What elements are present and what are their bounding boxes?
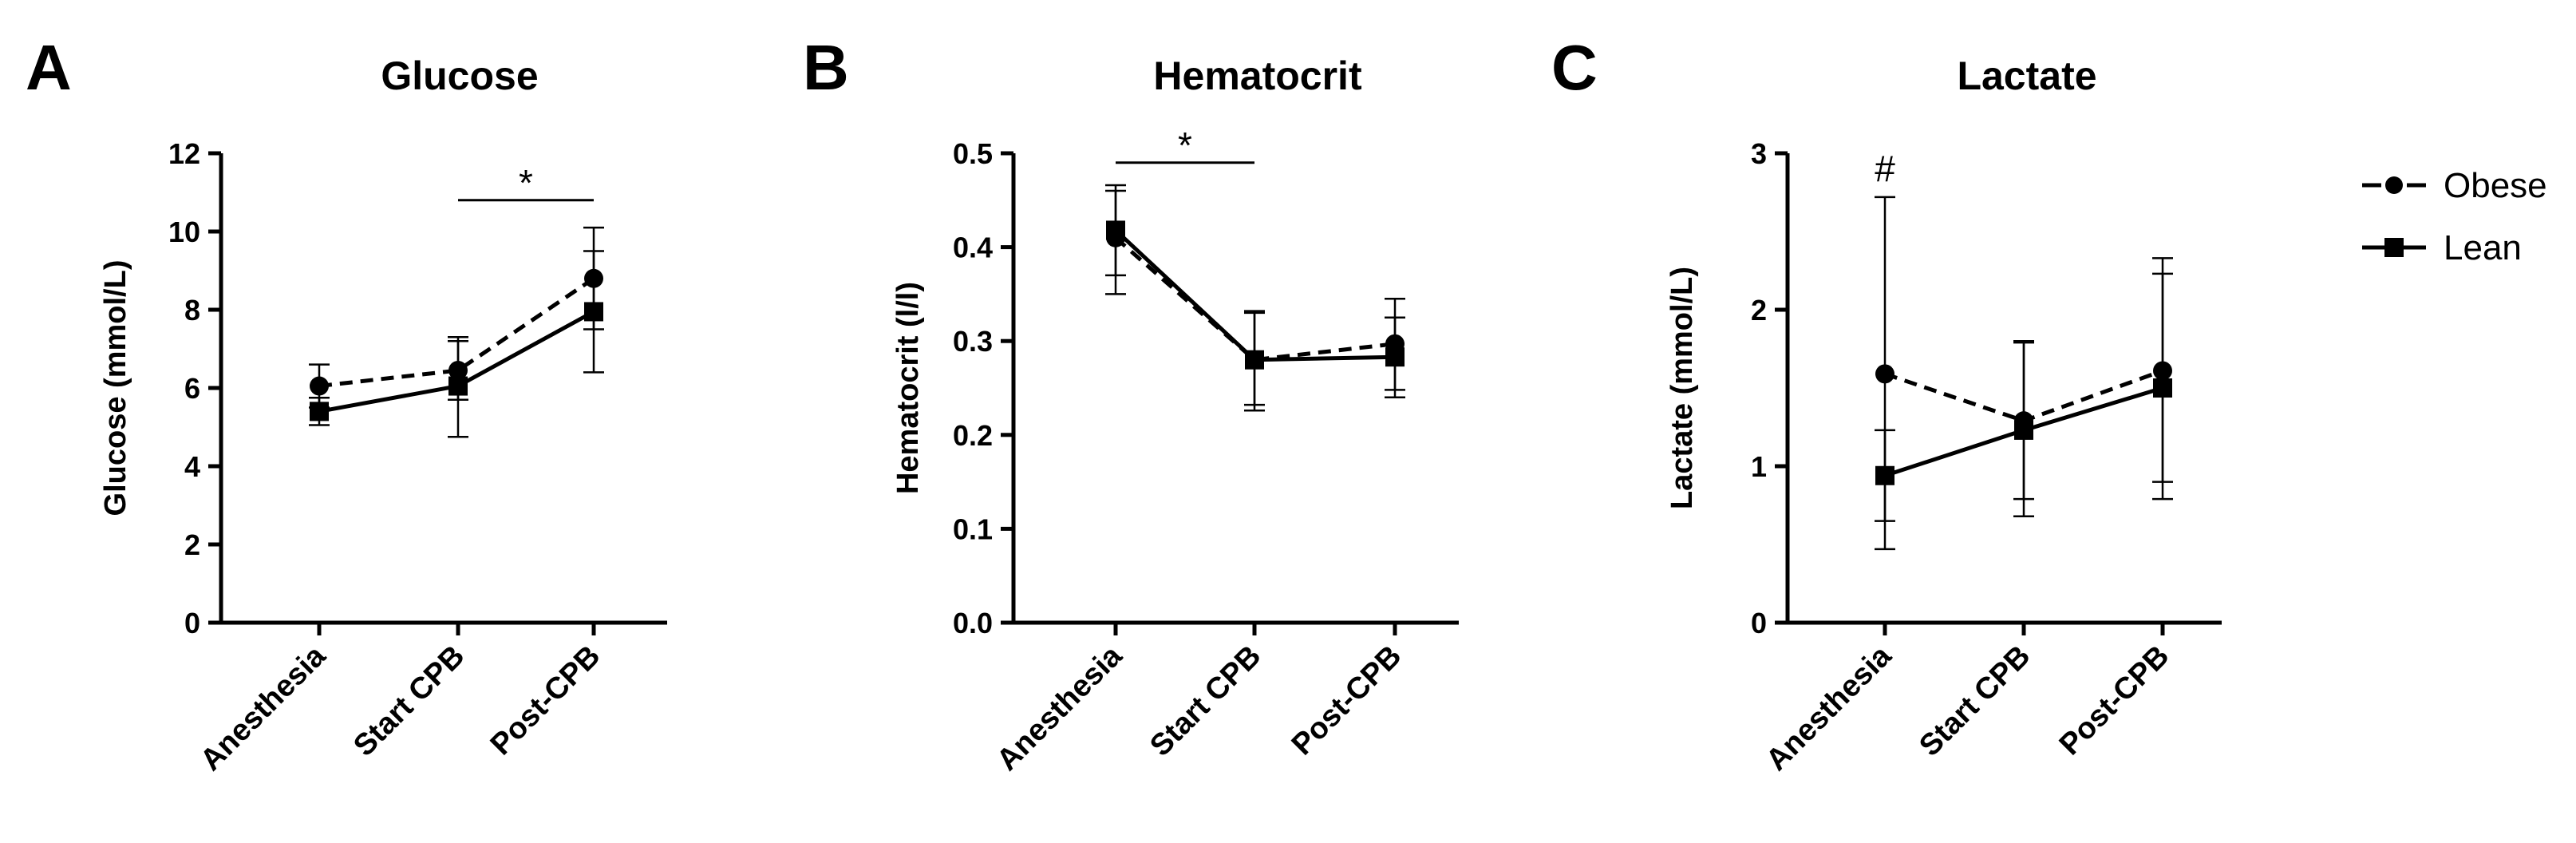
legend-obese-marker: [2385, 176, 2403, 194]
y-tick-label: 0: [184, 607, 200, 639]
panel-letter: A: [26, 32, 72, 103]
data-point-lean: [310, 402, 329, 422]
data-point-lean: [2014, 420, 2033, 440]
y-tick-label: 0.1: [953, 513, 993, 545]
y-tick-label: 10: [168, 216, 200, 248]
data-point-lean: [1385, 347, 1405, 367]
series-lean: [1105, 184, 1405, 412]
series-line: [1114, 235, 1396, 362]
legend-obese-label: Obese: [2444, 166, 2547, 205]
x-tick-label: Anesthesia: [1760, 639, 1898, 778]
legend: Obese Lean: [2362, 166, 2547, 267]
significance-marker: *: [519, 162, 533, 204]
x-tick-label: Post-CPB: [484, 639, 607, 762]
y-tick-label: 8: [184, 294, 200, 327]
panel-letter: B: [803, 32, 849, 103]
legend-lean-label: Lean: [2444, 228, 2522, 267]
data-point-obese: [1875, 364, 1894, 384]
panel-letter: C: [1551, 32, 1598, 103]
panel-c: C Lactate Lactate (mmol/L) 0 1 2 3 Anesthesia St…: [1551, 32, 2222, 778]
y-tick-label: 0.2: [953, 419, 993, 452]
data-point-lean: [448, 376, 468, 396]
significance-marker: *: [1178, 125, 1192, 166]
y-tick-label: 12: [168, 137, 200, 170]
series-lean: [309, 250, 604, 438]
series-line: [318, 276, 595, 389]
data-point-obese: [310, 376, 329, 396]
y-axis-label: Hematocrit (l/l): [891, 282, 925, 494]
panel-title: Hematocrit: [1153, 53, 1362, 98]
panel-title: Glucose: [381, 53, 538, 98]
legend-lean-marker: [2384, 238, 2404, 257]
data-point-lean: [1106, 220, 1125, 240]
y-tick-label: 0: [1751, 607, 1767, 639]
x-tick-label: Post-CPB: [1286, 639, 1409, 762]
y-tick-label: 0.0: [953, 607, 993, 639]
y-tick-label: 1: [1751, 450, 1767, 483]
y-tick-label: 6: [184, 372, 200, 405]
x-tick-label: Anesthesia: [990, 639, 1129, 778]
significance-marker: #: [1875, 148, 1895, 190]
series-lean: [1875, 272, 2173, 522]
y-tick-label: 4: [184, 450, 200, 483]
y-tick-label: 2: [1751, 294, 1767, 327]
x-tick-label: Start CPB: [347, 639, 471, 763]
data-point-lean: [1875, 465, 1894, 485]
x-tick-label: Anesthesia: [194, 639, 333, 778]
y-axis-label: Glucose (mmol/L): [99, 260, 132, 516]
data-point-lean: [2153, 378, 2172, 398]
y-tick-label: 3: [1751, 137, 1767, 170]
y-tick-label: 2: [184, 528, 200, 561]
data-point-lean: [584, 302, 603, 322]
y-axis-label: Lactate (mmol/L): [1665, 267, 1699, 509]
panel-a: A Glucose Glucose (mmol/L) 0 2 4 6 8 10 12 Anesthe…: [26, 32, 667, 778]
data-point-lean: [1245, 350, 1264, 370]
panel-b: B Hematocrit Hematocrit (l/l) 0.0 0.1 0.2 0.3 0…: [803, 32, 1459, 778]
x-tick-label: Start CPB: [1913, 639, 2037, 763]
y-tick-label: 0.3: [953, 325, 993, 358]
x-tick-label: Start CPB: [1144, 639, 1267, 763]
y-tick-label: 0.4: [953, 232, 993, 264]
y-tick-label: 0.5: [953, 137, 993, 170]
panel-title: Lactate: [1957, 53, 2096, 98]
x-tick-label: Post-CPB: [2053, 639, 2176, 762]
